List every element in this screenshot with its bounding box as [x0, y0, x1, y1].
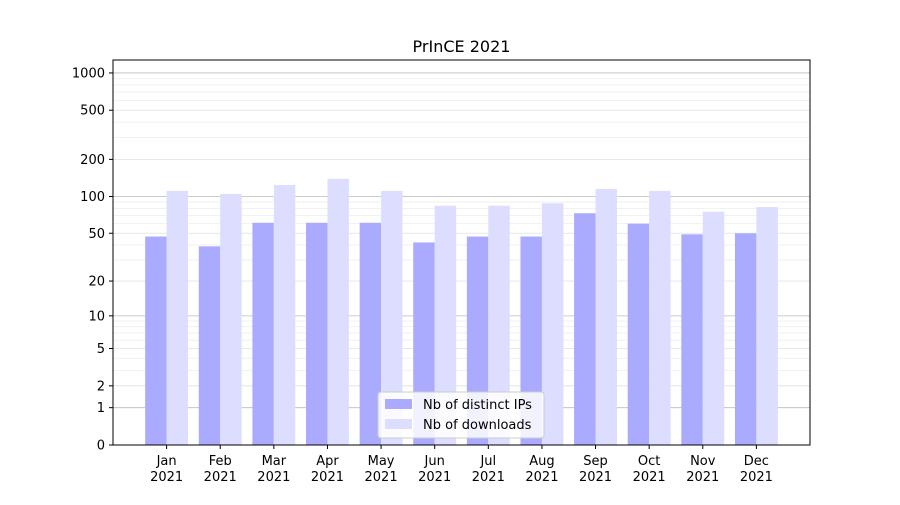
y-tick-label: 2 — [97, 379, 105, 394]
y-tick-label: 50 — [88, 227, 105, 242]
legend-box — [377, 391, 545, 439]
y-tick-label: 100 — [80, 190, 105, 205]
x-tick-label: Sep 2021 — [579, 454, 612, 485]
x-tick-label: Nov 2021 — [686, 454, 719, 485]
bar-distinct-ips — [145, 236, 167, 445]
y-tick-label: 1 — [97, 401, 105, 416]
bar-distinct-ips — [734, 233, 757, 445]
y-tick-label: 0 — [97, 439, 105, 454]
bar-distinct-ips — [574, 213, 596, 445]
bar-downloads — [273, 184, 296, 445]
chart-title: PrInCE 2021 — [413, 37, 511, 56]
bar-distinct-ips — [252, 222, 274, 445]
bar-distinct-ips — [627, 223, 650, 445]
bar-distinct-ips — [359, 222, 382, 445]
x-tick-label: Jun 2021 — [418, 454, 451, 485]
x-tick-label: Oct 2021 — [633, 454, 666, 485]
plot-frame — [112, 59, 811, 446]
y-tick-label: 500 — [80, 104, 105, 119]
x-tick-label: Aug 2021 — [525, 454, 558, 485]
x-tick-label: Feb 2021 — [204, 454, 237, 485]
bar-downloads — [166, 190, 189, 445]
bar-distinct-ips — [198, 246, 221, 445]
bar-distinct-ips — [306, 222, 328, 445]
bar-downloads — [595, 189, 617, 445]
x-tick-label: May 2021 — [365, 454, 398, 485]
bar-downloads — [220, 193, 242, 445]
bar-downloads — [488, 205, 510, 445]
x-tick-label: Jul 2021 — [472, 454, 505, 485]
y-tick-label: 200 — [80, 153, 105, 168]
y-tick-label: 5 — [97, 342, 105, 357]
x-tick-label: Jan 2021 — [150, 454, 183, 485]
legend-label: Nb of downloads — [423, 418, 532, 433]
x-tick-label: Apr 2021 — [311, 454, 344, 485]
x-tick-label: Dec 2021 — [740, 454, 773, 485]
bar-downloads — [327, 178, 349, 445]
bar-downloads — [702, 211, 725, 445]
x-tick-label: Mar 2021 — [257, 454, 290, 485]
bar-downloads — [381, 190, 403, 445]
y-tick-label: 1000 — [72, 66, 105, 81]
bar-downloads — [541, 203, 564, 445]
bar-downloads — [434, 205, 457, 445]
bar-downloads — [756, 207, 778, 445]
bar-downloads — [649, 190, 671, 445]
legend-swatch — [385, 419, 412, 429]
legend-swatch — [385, 399, 412, 409]
bar-distinct-ips — [681, 234, 703, 445]
legend-label: Nb of distinct IPs — [423, 398, 532, 413]
y-tick-label: 10 — [88, 309, 105, 324]
y-tick-label: 20 — [88, 275, 105, 290]
